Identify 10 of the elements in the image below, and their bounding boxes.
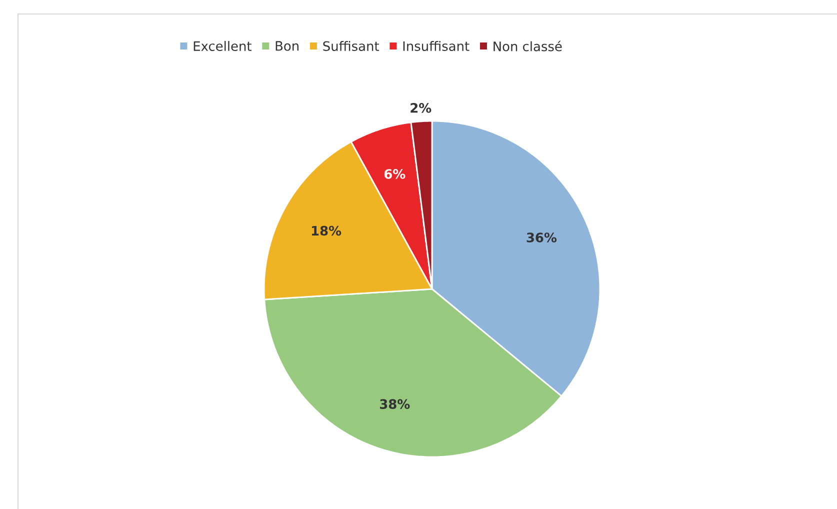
legend-label: Insuffisant (403, 40, 470, 52)
data-label: 6% (384, 169, 406, 179)
data-label: 18% (312, 226, 342, 236)
data-label: 38% (380, 399, 410, 409)
legend-label: Non classé (494, 40, 562, 52)
data-label: 36% (526, 232, 557, 242)
legend-label: Excellent (194, 40, 252, 52)
legend-label: Bon (276, 41, 298, 51)
legend-label: Suffisant (323, 40, 379, 52)
data-label: 2% (410, 103, 432, 113)
